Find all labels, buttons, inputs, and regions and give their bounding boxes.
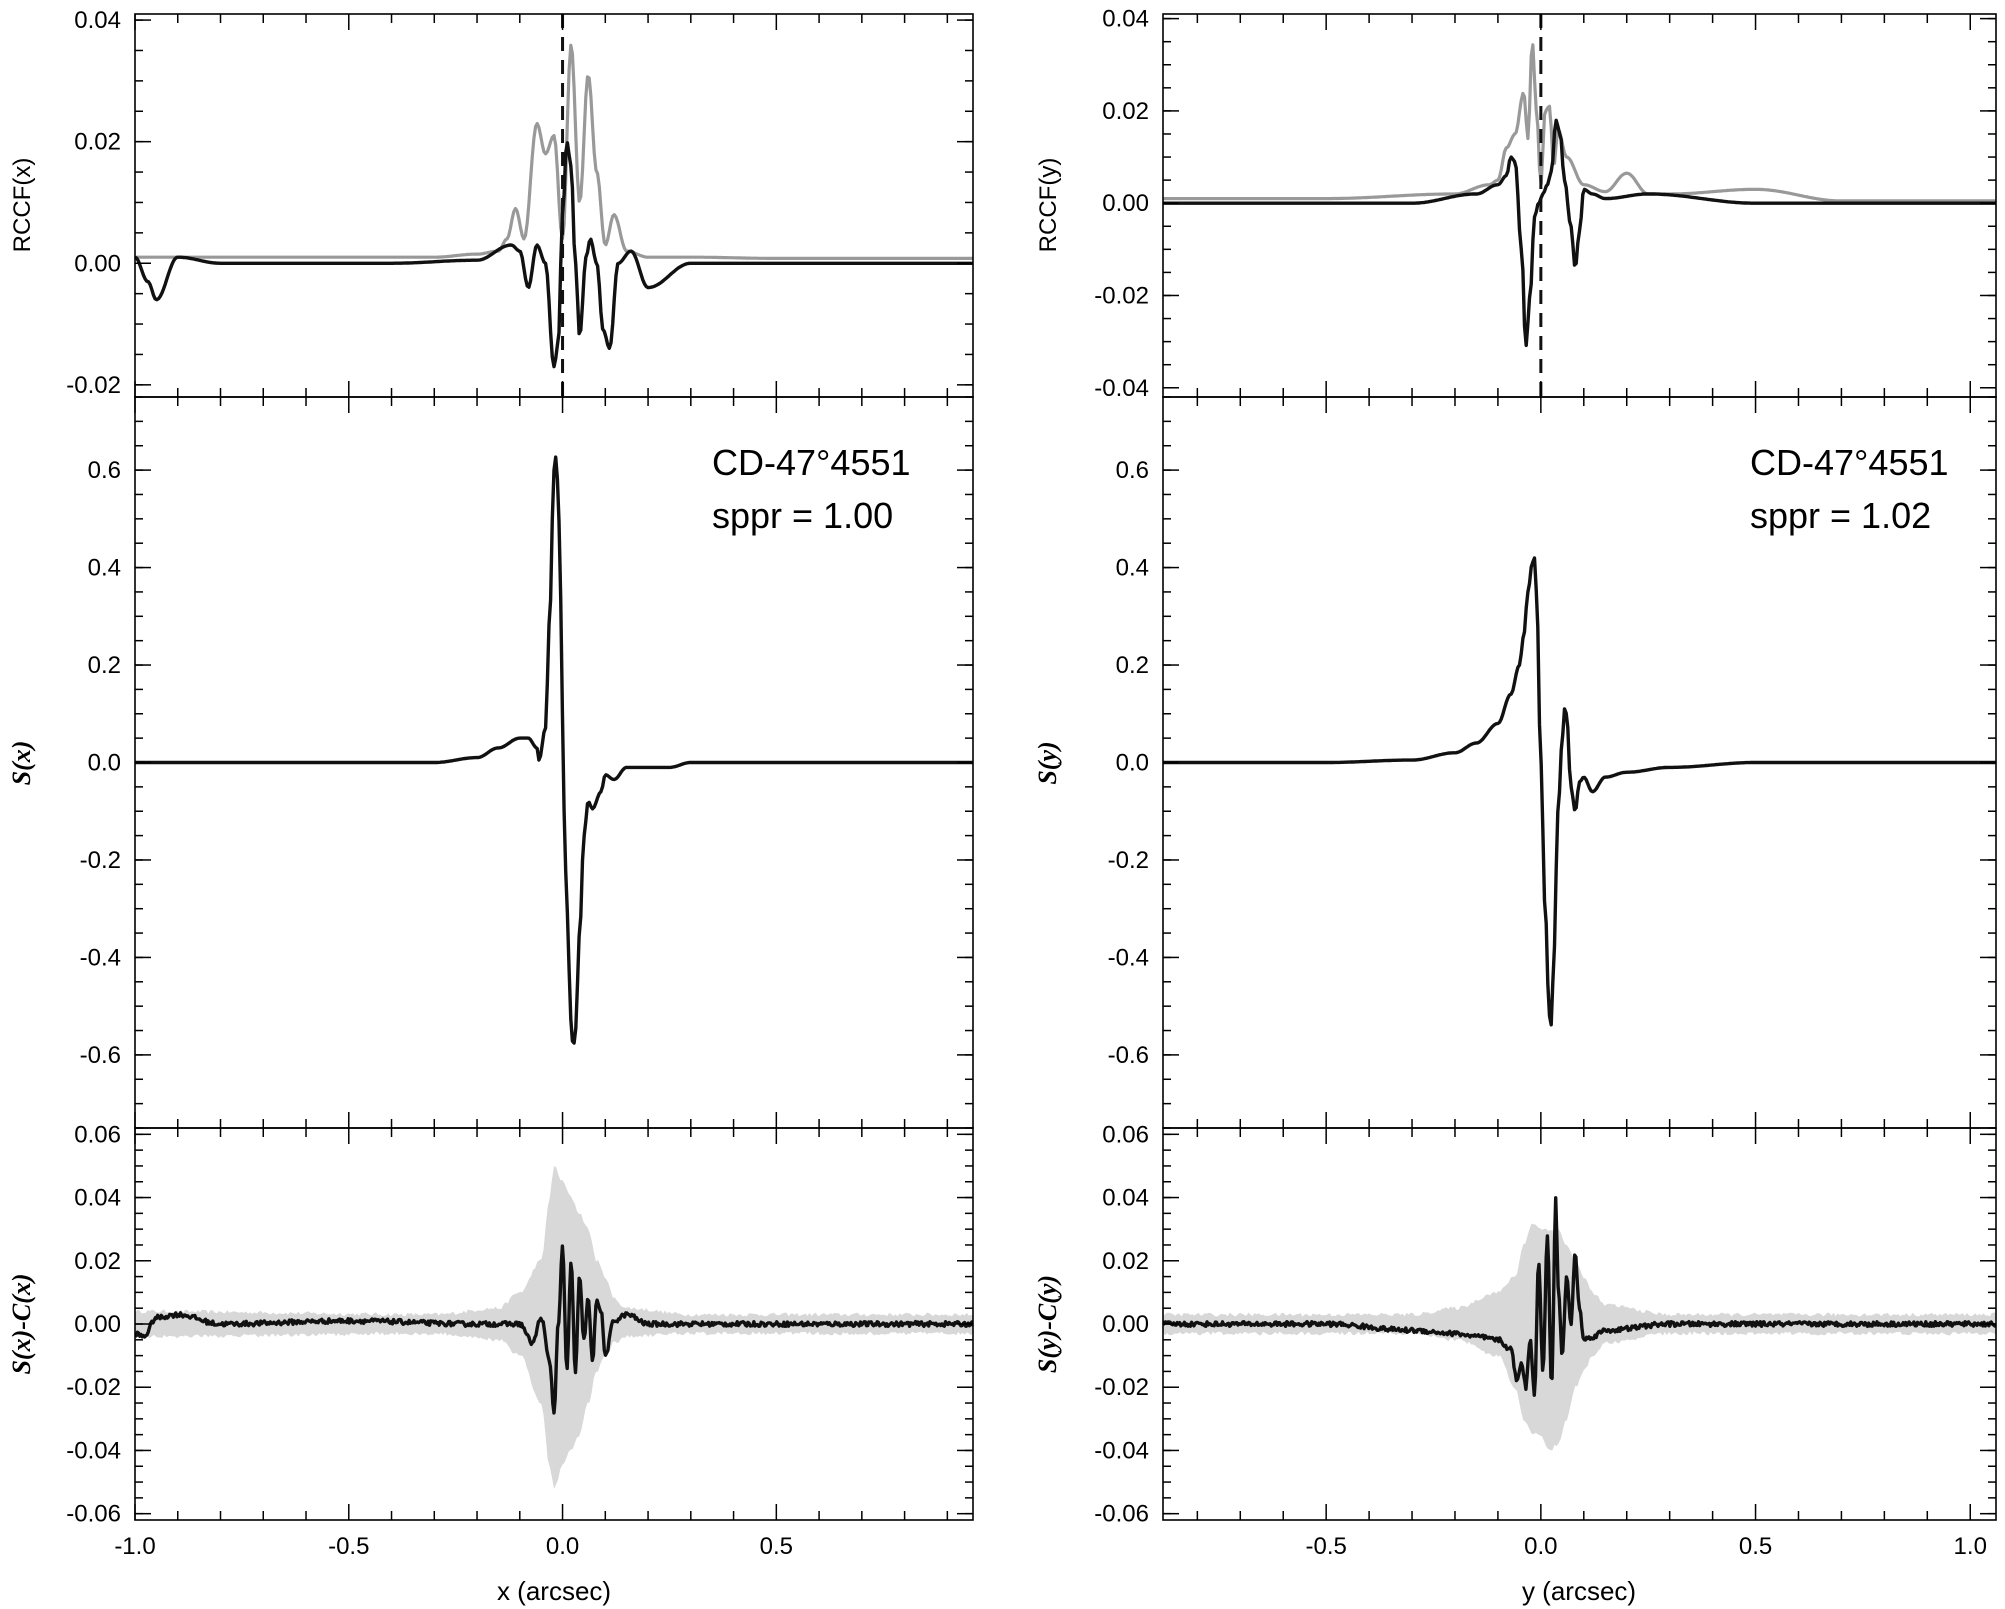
panel-left-top: RCCF(x) -0.02 0.00 0.02 0.04 <box>9 7 974 399</box>
x-tick-label: -0.5 <box>328 1533 369 1560</box>
annotation-sppr: sppr = 1.02 <box>1750 495 1931 536</box>
y-tick-label: -0.04 <box>66 1437 121 1464</box>
y-tick-label: 0.6 <box>1116 457 1149 484</box>
plot-area <box>1163 556 1996 1027</box>
y-tick-label: -0.4 <box>80 944 121 971</box>
y-tick-label: -0.06 <box>1094 1501 1149 1528</box>
y-tick-label: 0.0 <box>88 750 121 777</box>
panel-right-bot: S(y)-C(y) y (arcsec) -0.06-0.04-0.020.00… <box>1033 1121 1997 1606</box>
y-tick-label: 0.4 <box>1116 555 1149 582</box>
y-tick-label: -0.02 <box>1094 282 1149 309</box>
panel-right-mid: S(y) CD-47°4551 sppr = 1.02 -0.6 -0.4 -0.2… <box>1033 396 1997 1129</box>
y-tick-label: -0.02 <box>66 372 121 399</box>
x-tick-label: 0.0 <box>1524 1533 1557 1560</box>
y-tick-label: 0.02 <box>74 129 121 156</box>
y-tick-label: 0.04 <box>74 7 121 34</box>
y-tick-label: -0.04 <box>1094 375 1149 402</box>
y-tick-label: -0.6 <box>80 1042 121 1069</box>
ylabel-s-minus-c-x: S(x)-C(x) <box>7 1273 36 1374</box>
series-line-black <box>1163 118 1996 348</box>
panel-right-top: RCCF(y) -0.04 -0.02 0.00 0.02 0.04 <box>1035 6 1997 402</box>
series-line-black <box>1163 1196 1996 1397</box>
xlabel-x-arcsec: x (arcsec) <box>497 1576 611 1606</box>
series-line-black <box>1163 556 1996 1027</box>
y-tick-label: 0.02 <box>74 1248 121 1275</box>
y-tick-label: 0.6 <box>88 457 121 484</box>
series-line-gray <box>135 43 973 260</box>
y-tick-label: 0.2 <box>1116 652 1149 679</box>
annotation-sppr: sppr = 1.00 <box>712 495 893 536</box>
y-tick-label: 0.00 <box>74 250 121 277</box>
y-tick-label: 0.02 <box>1102 1248 1149 1275</box>
ylabel-rccf-x: RCCF(x) <box>9 158 36 253</box>
y-tick-label: -0.02 <box>1094 1374 1149 1401</box>
y-tick-label: 0.04 <box>1102 6 1149 33</box>
annotation-star-name: CD-47°4551 <box>1750 442 1949 483</box>
y-tick-label: 0.00 <box>74 1311 121 1338</box>
y-tick-label: 0.04 <box>1102 1185 1149 1212</box>
x-tick-label: 1.0 <box>1954 1533 1987 1560</box>
uncertainty-band <box>135 1166 973 1489</box>
x-tick-label: 0.5 <box>760 1533 793 1560</box>
panel-left-mid: S(x) CD-47°4551 sppr = 1.00 -0.6 -0.4 -0.2… <box>7 396 974 1129</box>
y-tick-label: -0.04 <box>1094 1437 1149 1464</box>
x-tick-label: 0.0 <box>546 1533 579 1560</box>
series-line-black <box>135 1244 973 1415</box>
plot-frame <box>134 1127 974 1521</box>
y-tick-label: 0.2 <box>88 652 121 679</box>
y-tick-label: -0.2 <box>80 847 121 874</box>
plot-area <box>135 455 973 1045</box>
ylabel-s-y: S(y) <box>1033 741 1062 784</box>
y-tick-label: -0.02 <box>66 1374 121 1401</box>
plot-area <box>1163 1196 1996 1451</box>
plot-area <box>135 14 973 397</box>
y-tick-label: -0.06 <box>66 1501 121 1528</box>
y-tick-label: -0.2 <box>1108 847 1149 874</box>
y-tick-label: 0.00 <box>1102 1311 1149 1338</box>
x-tick-label: -1.0 <box>114 1533 155 1560</box>
y-tick-label: 0.4 <box>88 555 121 582</box>
y-tick-label: -0.4 <box>1108 944 1149 971</box>
plot-frame <box>1162 13 1997 398</box>
x-tick-label: -0.5 <box>1305 1533 1346 1560</box>
y-tick-label: 0.00 <box>1102 190 1149 217</box>
ylabel-s-x: S(x) <box>7 741 36 786</box>
plot-frame <box>1162 1127 1997 1521</box>
y-tick-label: 0.02 <box>1102 98 1149 125</box>
ylabel-rccf-y: RCCF(y) <box>1035 158 1062 253</box>
x-tick-label: 0.5 <box>1739 1533 1772 1560</box>
y-tick-label: 0.06 <box>74 1121 121 1148</box>
annotation-star-name: CD-47°4551 <box>712 442 911 483</box>
panel-left-bot: S(x)-C(x) x (arcsec) -0.06-0.04-0.020.00… <box>7 1121 974 1606</box>
xlabel-y-arcsec: y (arcsec) <box>1522 1576 1636 1606</box>
plot-frame <box>134 13 974 398</box>
y-tick-label: 0.0 <box>1116 750 1149 777</box>
plot-area <box>1163 14 1996 397</box>
series-line-black <box>135 455 973 1045</box>
uncertainty-band <box>1163 1223 1996 1451</box>
series-line-gray <box>1163 43 1996 203</box>
y-tick-label: 0.04 <box>74 1185 121 1212</box>
y-tick-label: -0.6 <box>1108 1042 1149 1069</box>
series-line-black <box>135 141 973 369</box>
plot-area <box>135 1166 973 1489</box>
ylabel-s-minus-c-y: S(y)-C(y) <box>1033 1275 1062 1373</box>
y-tick-label: 0.06 <box>1102 1121 1149 1148</box>
